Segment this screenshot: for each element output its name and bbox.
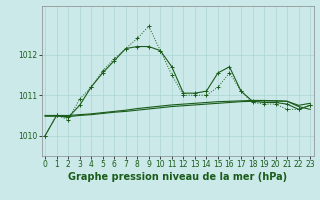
X-axis label: Graphe pression niveau de la mer (hPa): Graphe pression niveau de la mer (hPa) xyxy=(68,172,287,182)
